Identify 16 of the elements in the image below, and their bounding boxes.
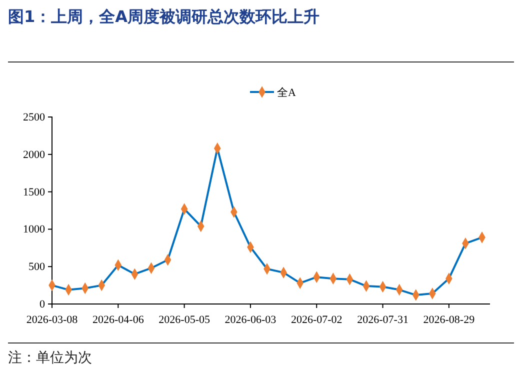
- y-tick-label: 1000: [23, 224, 46, 236]
- x-tick-label: 2026-03-08: [26, 314, 78, 326]
- y-tick-label: 2000: [23, 148, 46, 161]
- y-tick-label: 500: [28, 261, 46, 274]
- y-tick-label: 2500: [23, 112, 46, 124]
- x-tick-label: 2026-05-05: [158, 314, 210, 326]
- chart-title: 图1：上周，全A周度被调研总次数环比上升: [8, 7, 320, 26]
- x-tick-label: 2026-06-03: [224, 314, 277, 326]
- x-tick-label: 2026-08-29: [423, 314, 476, 326]
- legend-label: 全A: [277, 87, 296, 99]
- text: 注：单位为次: [8, 350, 92, 366]
- x-tick-label: 2026-07-02: [290, 314, 342, 326]
- y-tick-label: 0: [40, 298, 46, 311]
- y-tick-label: 1500: [23, 186, 46, 198]
- x-tick-label: 2026-04-06: [92, 314, 144, 326]
- x-tick-label: 2026-07-31: [357, 314, 408, 326]
